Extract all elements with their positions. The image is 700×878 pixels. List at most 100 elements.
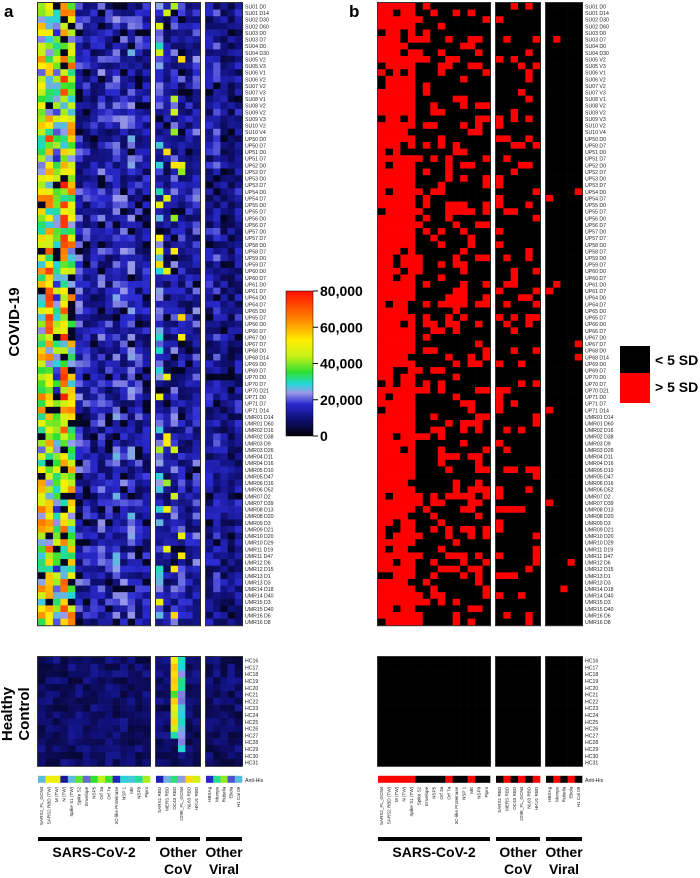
heatmap-cell xyxy=(475,446,483,454)
heatmap-cell xyxy=(518,314,526,322)
row-label: UMR03 D26 xyxy=(245,448,274,454)
heatmap-cell xyxy=(560,274,568,282)
heatmap-cell xyxy=(496,261,504,269)
heatmap-cell xyxy=(67,545,76,553)
heatmap-cell xyxy=(213,539,221,547)
heatmap-cell xyxy=(135,731,143,739)
heatmap-cell xyxy=(445,82,453,90)
heatmap-cell xyxy=(97,122,106,130)
heatmap-cell xyxy=(135,16,143,24)
heatmap-cell xyxy=(422,62,431,70)
heatmap-cell xyxy=(142,95,151,103)
heatmap-cell xyxy=(127,155,136,163)
heatmap-cell xyxy=(156,234,164,242)
heatmap-cell xyxy=(185,406,193,414)
heatmap-cell xyxy=(97,565,106,573)
heatmap-cell xyxy=(112,29,121,37)
heatmap-cell xyxy=(142,267,151,275)
heatmap-cell xyxy=(112,367,121,375)
heatmap-cell xyxy=(135,334,143,341)
heatmap-cell xyxy=(415,473,424,480)
heatmap-cell xyxy=(407,433,416,441)
heatmap-cell xyxy=(82,657,91,665)
heatmap-cell xyxy=(460,82,468,90)
row-label: HC31 xyxy=(245,761,258,767)
heatmap-cell xyxy=(430,108,439,116)
heatmap-cell xyxy=(567,221,576,229)
heatmap-cell xyxy=(415,406,424,414)
heatmap-cell xyxy=(525,406,533,414)
heatmap-cell xyxy=(518,89,526,96)
heatmap-cell xyxy=(415,155,424,163)
heatmap-cell xyxy=(415,16,424,24)
heatmap-cell xyxy=(503,42,511,50)
heatmap-cell xyxy=(52,340,61,348)
heatmap-cell xyxy=(407,181,416,189)
heatmap-cell xyxy=(475,214,483,222)
heatmap-cell xyxy=(105,406,113,414)
heatmap-cell xyxy=(178,16,186,24)
heatmap-cell xyxy=(385,135,394,143)
heatmap-cell xyxy=(163,426,171,434)
heatmap-cell xyxy=(45,241,54,249)
heatmap-cell xyxy=(67,175,76,183)
heatmap-cell xyxy=(67,738,76,746)
heatmap-cell xyxy=(460,406,468,414)
heatmap-cell xyxy=(553,9,561,17)
heatmap-cell xyxy=(178,314,186,322)
heatmap-cell xyxy=(437,433,446,441)
heatmap-cell xyxy=(163,261,171,269)
heatmap-cell xyxy=(445,102,453,110)
heatmap-cell xyxy=(227,254,236,262)
heatmap-cell xyxy=(460,62,468,70)
heatmap-cell xyxy=(227,731,236,739)
heatmap-cell xyxy=(234,274,243,282)
heatmap-cell xyxy=(525,307,533,315)
heatmap-cell xyxy=(156,420,164,427)
heatmap-cell xyxy=(553,82,561,90)
heatmap-cell xyxy=(510,254,519,262)
heatmap-cell xyxy=(385,274,394,282)
heatmap-cell xyxy=(185,16,193,24)
heatmap-cell xyxy=(206,314,214,322)
heatmap-cell xyxy=(220,731,228,739)
heatmap-cell xyxy=(234,545,243,553)
heatmap-cell xyxy=(400,267,409,275)
heatmap-cell xyxy=(546,453,554,461)
heatmap-cell xyxy=(67,752,76,760)
heatmap-cell xyxy=(445,426,453,434)
heatmap-cell xyxy=(392,267,401,275)
heatmap-cell xyxy=(234,241,243,249)
heatmap-cell xyxy=(178,466,186,474)
heatmap-cell xyxy=(525,29,533,37)
heatmap-cell xyxy=(227,221,236,229)
heatmap-cell xyxy=(213,122,221,130)
heatmap-cell xyxy=(467,241,476,249)
anti-his-cell xyxy=(75,775,84,783)
heatmap-cell xyxy=(170,334,179,341)
heatmap-cell xyxy=(227,75,236,83)
heatmap-cell xyxy=(75,473,84,480)
heatmap-cell xyxy=(156,565,164,573)
heatmap-cell xyxy=(503,29,511,37)
heatmap-cell xyxy=(38,367,46,375)
heatmap-cell xyxy=(135,552,143,560)
heatmap-cell xyxy=(97,300,106,308)
heatmap-cell xyxy=(452,406,461,414)
heatmap-cell xyxy=(105,691,113,699)
heatmap-cell xyxy=(496,55,504,63)
heatmap-cell xyxy=(510,161,519,169)
heatmap-cell xyxy=(127,486,136,494)
heatmap-cell xyxy=(192,545,201,553)
heatmap-cell xyxy=(234,214,243,222)
column-label: NL63 RBD xyxy=(187,786,192,809)
heatmap-cell xyxy=(407,492,416,500)
heatmap-cell xyxy=(220,3,228,10)
heatmap-cell xyxy=(553,492,561,500)
heatmap-cell xyxy=(75,559,84,566)
heatmap-cell xyxy=(178,95,186,103)
heatmap-cell xyxy=(105,274,113,282)
heatmap-cell xyxy=(385,466,394,474)
heatmap-cell xyxy=(206,201,214,209)
heatmap-cell xyxy=(567,29,576,37)
